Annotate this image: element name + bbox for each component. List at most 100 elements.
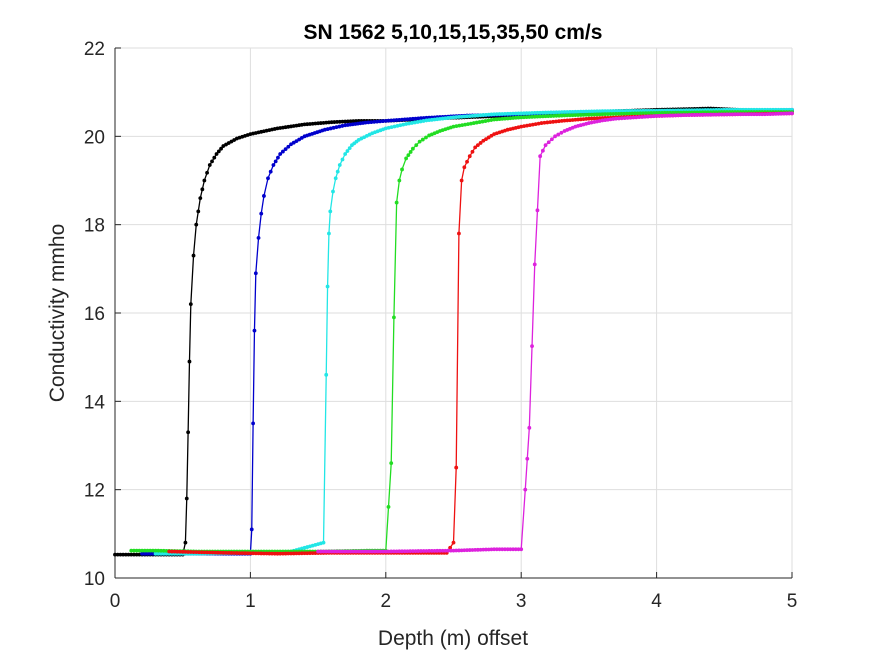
series-marker [505,111,510,116]
series-marker [205,170,209,175]
series-marker [278,152,283,156]
series-marker [471,121,476,125]
series-marker [148,551,153,556]
series-marker [578,117,583,122]
series-marker [730,112,735,117]
series-marker [237,551,242,555]
series-marker [169,549,174,554]
series-marker [454,548,459,553]
series-marker [327,549,331,554]
series-marker [219,146,223,151]
series-marker [473,548,478,552]
series-marker [597,116,602,121]
series-marker [448,545,453,550]
series-marker [457,548,461,553]
series-marker [408,549,413,554]
series-marker [362,549,367,554]
series-marker [283,551,288,556]
series-marker [741,112,746,117]
series-marker [530,122,535,127]
series-marker [234,551,239,555]
series-marker [329,549,334,554]
series-marker [199,550,204,555]
x-tick-label: 0 [110,591,121,612]
series-marker [213,550,218,555]
series-line [155,109,792,555]
series-marker [500,547,505,552]
series-marker [465,548,469,553]
series-marker [608,109,613,113]
series-marker [687,113,691,117]
series-marker [657,114,662,118]
series-marker [153,551,158,556]
series-marker [614,116,618,121]
series-marker [202,178,207,183]
series-marker [522,111,526,116]
series-marker [465,159,469,164]
series-marker [394,549,399,554]
series-marker [624,111,629,116]
series-marker [511,116,515,120]
series-marker [559,118,564,123]
series-marker [595,116,599,121]
series-marker [308,122,312,126]
series-marker [554,110,559,115]
series-marker [530,111,534,115]
series-line [115,107,793,556]
series-marker [275,551,280,556]
series-marker [253,551,258,556]
series-marker [394,200,399,205]
series-marker [321,120,326,125]
series-marker [719,112,724,117]
series-marker [530,114,534,119]
series-marker [276,155,280,160]
grid-lines [114,47,793,579]
series-marker [123,552,128,557]
series-marker [142,551,147,556]
series-marker [619,111,624,116]
series-marker [614,109,618,113]
series-marker [196,209,201,214]
series-marker [478,141,483,145]
series-marker [651,114,656,119]
series-marker [402,549,407,554]
series-marker [383,118,388,123]
series-marker [370,549,375,554]
series-marker [519,111,524,116]
series-marker [410,549,415,554]
series-marker [565,110,570,114]
series-marker [243,551,247,556]
series-marker [202,550,207,555]
series-marker [535,114,540,119]
series-marker [527,111,532,116]
series-marker [457,231,461,236]
series-marker [633,111,637,116]
series-marker [212,155,217,160]
series-marker [643,114,647,119]
series-marker [473,145,478,150]
series-marker [503,111,507,116]
series-marker [670,110,675,115]
series-marker [354,119,358,123]
series-marker [643,111,648,116]
series-marker [289,551,293,556]
series-marker [451,115,456,120]
series-marker [489,547,494,552]
series-marker [454,115,459,120]
series-marker [540,114,545,119]
series-marker [421,119,426,123]
series-marker [733,112,738,117]
series-marker [256,551,261,556]
series-marker [605,109,610,114]
series-marker [735,112,740,117]
series-marker [470,149,475,154]
series-1 [140,107,794,556]
series-marker [389,461,394,466]
series-marker [113,552,117,557]
series-marker [637,115,642,120]
series-marker [337,119,342,124]
y-tick-label: 10 [84,569,105,590]
series-marker [413,116,418,121]
